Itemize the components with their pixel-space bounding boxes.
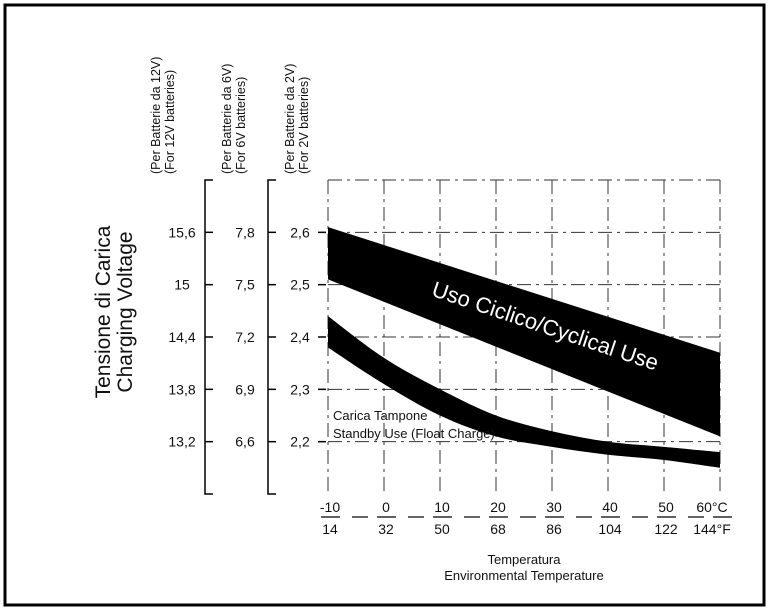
y-tick-label-6v-2: 7,2 [235,329,255,345]
x-tick-label-fahrenheit-3: 68 [490,521,506,537]
y-tick-label-12v-3: 13,8 [168,381,195,397]
y-tick-label-6v-3: 6,9 [235,381,255,397]
y-scale-header-12v-line2: (For 12V batteries) [163,70,177,174]
y-tick-label-12v-4: 13,2 [168,434,195,450]
x-tick-label-fahrenheit-4: 86 [546,521,562,537]
x-tick-label-fahrenheit-5: 104 [598,521,622,537]
y-tick-label-12v-0: 15,6 [168,224,195,240]
y-axis-label-line2: Charging Voltage [114,231,137,392]
y-tick-label-2v-1: 2,5 [290,277,310,293]
x-axis-label-line2: Environmental Temperature [444,568,603,583]
x-tick-label-fahrenheit-2: 50 [434,521,450,537]
x-tick-label-celsius-3: 20 [490,499,506,515]
x-tick-label-fahrenheit-7: 144°F [693,521,731,537]
x-tick-label-celsius-5: 40 [602,499,618,515]
y-tick-label-12v-2: 14,4 [168,329,195,345]
y-scale-header-6v-line2: (For 6V batteries) [234,77,248,174]
cyclical-use-band [328,227,720,437]
x-tick-label-fahrenheit-6: 122 [654,521,678,537]
x-axis-label-line1: Temperatura [488,552,562,567]
y-tick-label-12v-1: 15 [174,277,190,293]
x-tick-label-celsius-7: 60°C [696,499,727,515]
y-tick-label-6v-4: 6,6 [235,434,255,450]
chart-frame [3,3,766,607]
y-tick-label-2v-0: 2,6 [290,224,310,240]
x-tick-label-celsius-6: 50 [658,499,674,515]
float-charge-label-line1: Carica Tampone [333,408,427,423]
y-tick-label-2v-2: 2,4 [290,329,310,345]
float-charge-label-line2: Standby Use (Float Charge) [333,426,495,441]
y-tick-label-2v-4: 2,2 [290,434,310,450]
x-tick-label-fahrenheit-0: 14 [322,521,338,537]
x-tick-label-fahrenheit-1: 32 [378,521,394,537]
float-charge-band [328,316,720,468]
y-tick-label-2v-3: 2,3 [290,381,310,397]
y-scale-header-2v-line1: (Per Batterie da 2V) [283,64,297,174]
y-axis-label-line1: Tensione di Carica [92,225,115,398]
y-scale-header-6v-line1: (Per Batterie da 6V) [220,64,234,174]
x-tick-label-celsius-1: 0 [382,499,390,515]
y-scale-header-12v-line1: (Per Batterie da 12V) [149,57,163,174]
y-tick-label-6v-1: 7,5 [235,277,255,293]
y-tick-label-6v-0: 7,8 [235,224,255,240]
x-tick-label-celsius-2: 10 [434,499,450,515]
x-tick-label-celsius-4: 30 [546,499,562,515]
y-scale-header-2v-line2: (For 2V batteries) [297,77,311,174]
bands [328,227,720,468]
axes: 15,6 15 14,4 13,8 13,2 7,8 7,5 7,2 6,9 6,6 2,6 2,5 2… [168,179,732,537]
x-tick-label-celsius-0: -10 [320,499,340,515]
